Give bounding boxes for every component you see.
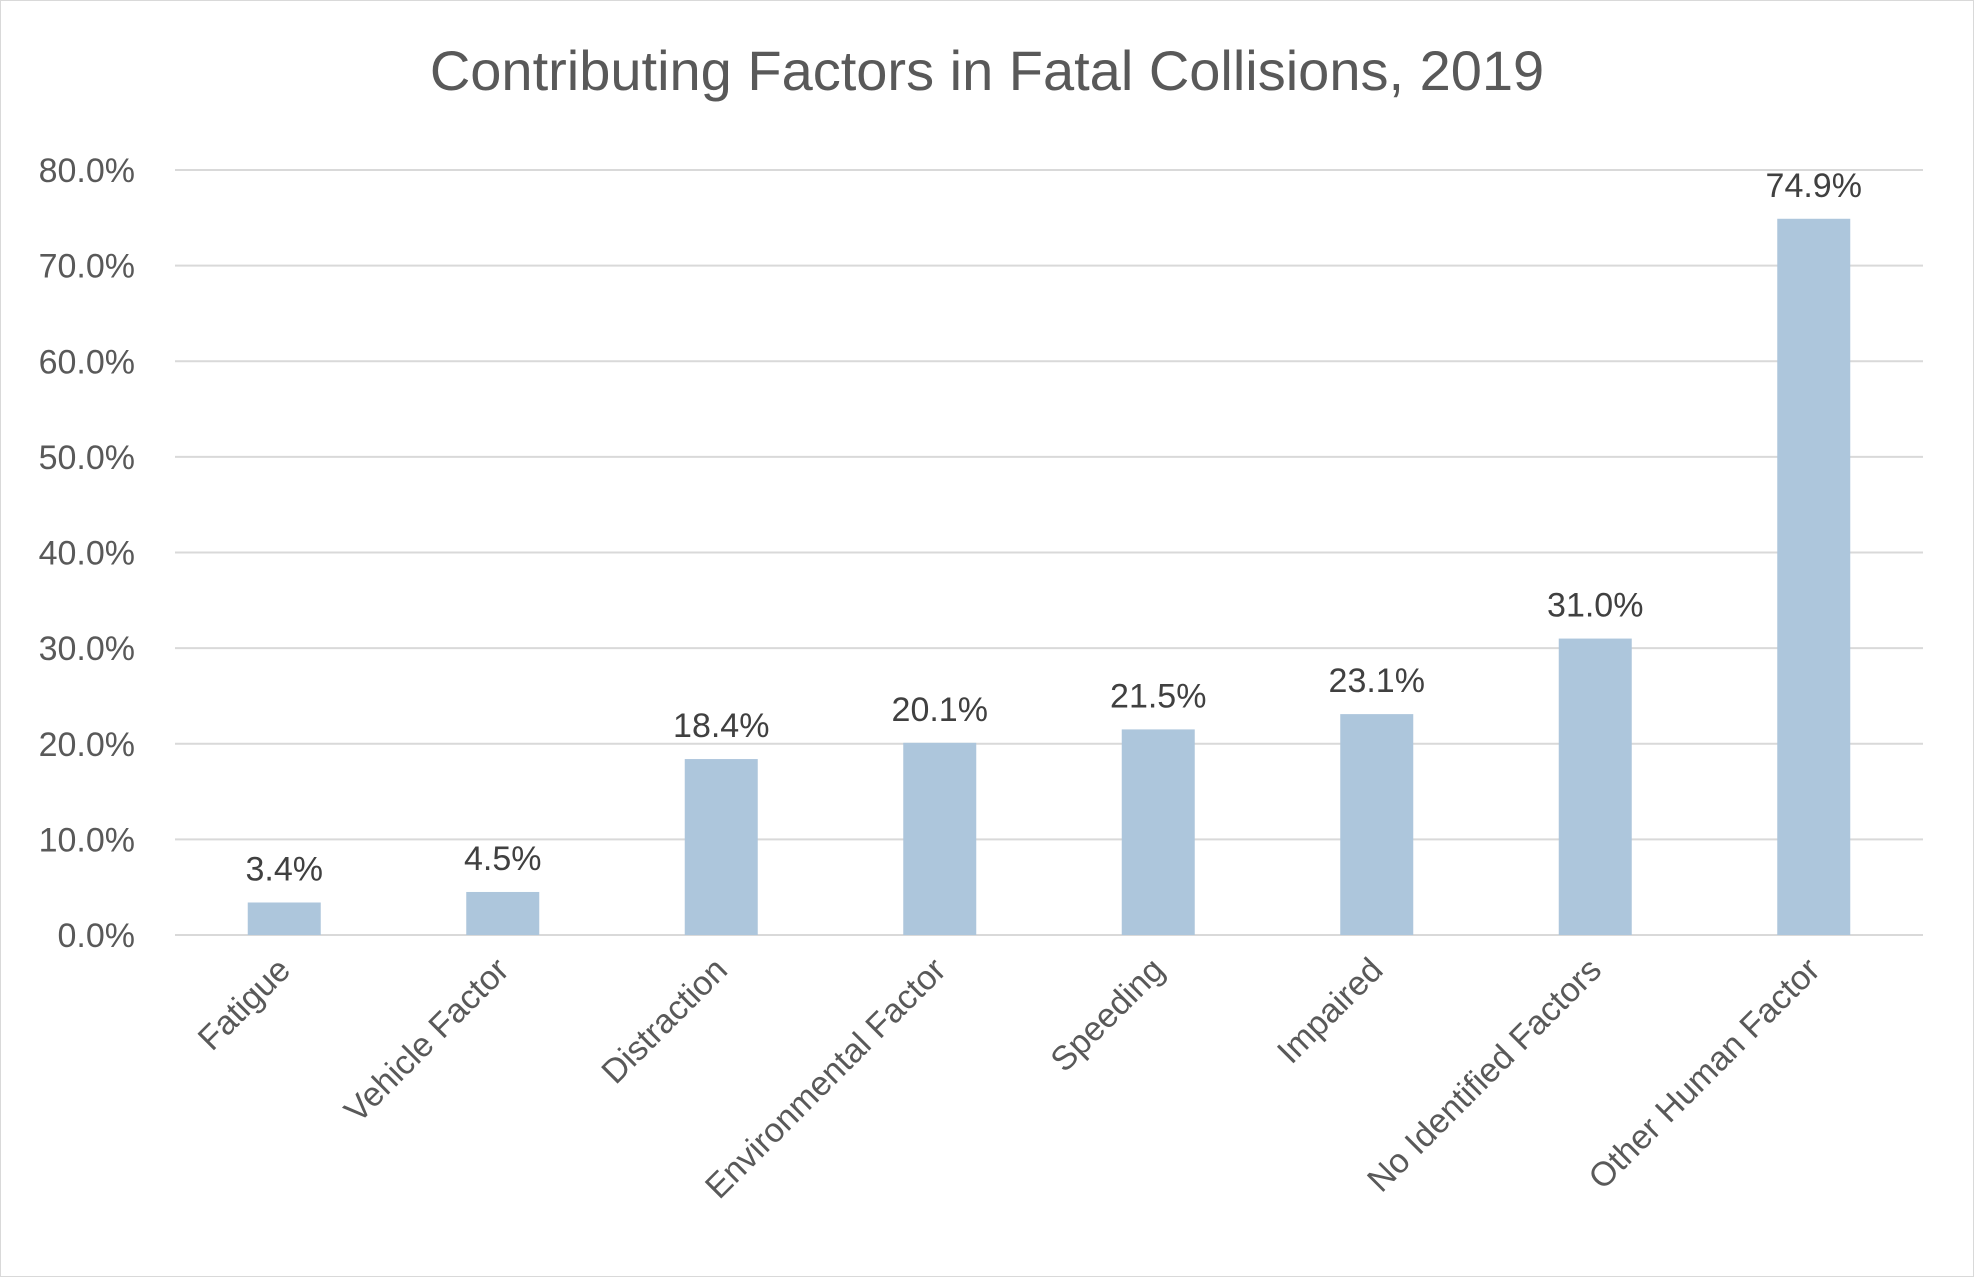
y-tick-label: 50.0% — [39, 439, 135, 477]
category-label: No Identified Factors — [1360, 951, 1609, 1200]
category-labels: Fatigue Vehicle Factor DistractionEnvironm… — [191, 951, 1828, 1206]
category-label: Vehicle Factor — [337, 951, 516, 1130]
data-label: 21.5% — [1110, 677, 1206, 715]
y-tick-label: 30.0% — [39, 630, 135, 668]
bar — [1340, 714, 1414, 935]
y-tick-label: 40.0% — [39, 535, 135, 573]
category-label: Other Human Factor — [1581, 951, 1827, 1197]
bar — [1558, 638, 1632, 935]
y-tick-label: 70.0% — [39, 248, 135, 286]
bar — [1121, 729, 1195, 935]
y-tick-label: 0.0% — [58, 917, 136, 955]
category-label: Distraction — [594, 951, 734, 1091]
bar — [903, 742, 977, 935]
data-labels: 3.4% 4.5% 18.4% 20.1% 21.5% 23.1% 31.0% 74.9% — [246, 167, 1862, 889]
y-tick-label: 60.0% — [39, 343, 135, 381]
data-label: 74.9% — [1766, 167, 1862, 205]
category-label: Fatigue — [191, 951, 298, 1058]
data-label: 31.0% — [1547, 587, 1643, 625]
bar — [1777, 218, 1851, 936]
bar — [684, 759, 758, 935]
y-tick-label: 20.0% — [39, 726, 135, 764]
category-label: Speeding — [1043, 951, 1171, 1079]
y-tick-label: 80.0% — [39, 152, 135, 190]
category-label: Environmental Factor — [698, 951, 953, 1206]
category-label: Impaired — [1270, 951, 1390, 1071]
y-tick-label: 10.0% — [39, 821, 135, 859]
data-label: 23.1% — [1329, 662, 1425, 700]
gridlines — [175, 169, 1923, 936]
bars — [247, 218, 1851, 936]
data-label: 18.4% — [673, 707, 769, 745]
data-label: 20.1% — [892, 691, 988, 729]
bar — [466, 891, 540, 935]
y-axis-ticks: 0.0% 10.0% 20.0% 30.0% 40.0% 50.0% 60.0% 70.0% 8… — [39, 152, 135, 955]
data-label: 3.4% — [246, 850, 324, 888]
chart-title: Contributing Factors in Fatal Collisions… — [429, 39, 1545, 102]
data-label: 4.5% — [464, 840, 542, 878]
bar — [247, 902, 321, 935]
